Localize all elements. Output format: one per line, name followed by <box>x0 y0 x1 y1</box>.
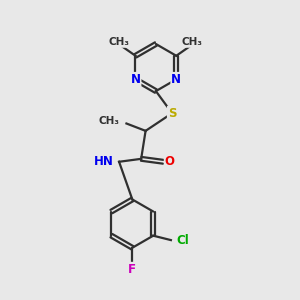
Text: N: N <box>130 73 140 86</box>
Text: HN: HN <box>94 155 114 168</box>
Text: F: F <box>128 263 136 276</box>
Text: CH₃: CH₃ <box>182 37 203 47</box>
Text: S: S <box>168 107 176 120</box>
Text: O: O <box>165 155 175 168</box>
Text: N: N <box>171 73 181 86</box>
Text: CH₃: CH₃ <box>109 37 130 47</box>
Text: CH₃: CH₃ <box>99 116 120 126</box>
Text: Cl: Cl <box>177 234 190 247</box>
